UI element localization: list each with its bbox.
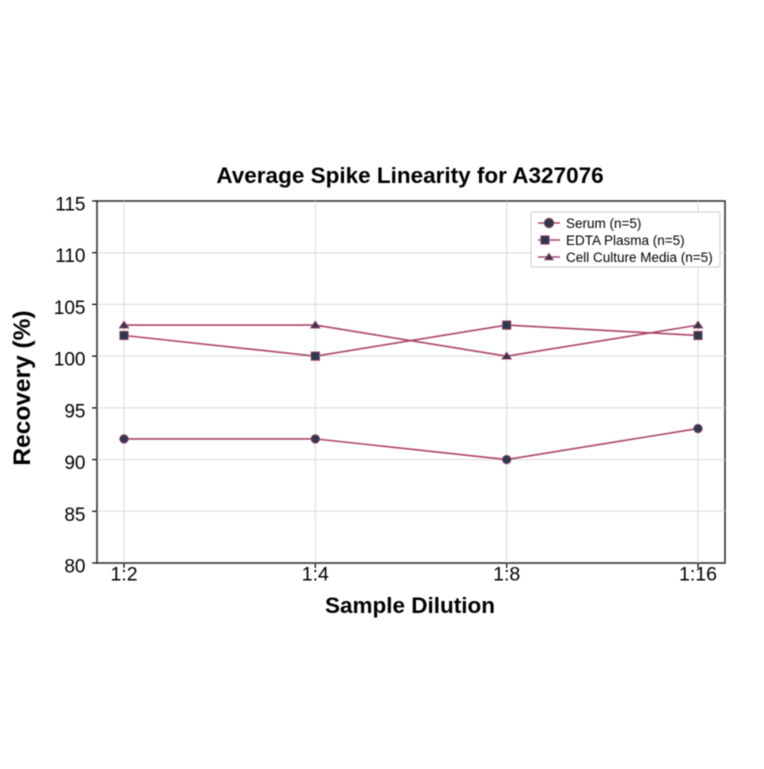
svg-text:Recovery (%): Recovery (%) bbox=[9, 310, 36, 465]
svg-text:Average Spike Linearity for A3: Average Spike Linearity for A327076 bbox=[216, 163, 603, 188]
svg-text:1:2: 1:2 bbox=[110, 564, 137, 586]
svg-text:95: 95 bbox=[64, 401, 85, 422]
svg-text:90: 90 bbox=[64, 453, 85, 474]
svg-text:115: 115 bbox=[55, 195, 85, 216]
svg-text:EDTA Plasma (n=5): EDTA Plasma (n=5) bbox=[566, 233, 685, 248]
svg-text:1:16: 1:16 bbox=[679, 564, 717, 586]
svg-text:1:8: 1:8 bbox=[493, 564, 520, 586]
svg-text:85: 85 bbox=[64, 505, 85, 526]
svg-text:110: 110 bbox=[55, 246, 85, 267]
svg-text:100: 100 bbox=[54, 350, 86, 371]
svg-text:105: 105 bbox=[54, 298, 86, 319]
svg-text:80: 80 bbox=[64, 557, 85, 578]
svg-text:Cell Culture Media (n=5): Cell Culture Media (n=5) bbox=[566, 250, 713, 265]
svg-text:1:4: 1:4 bbox=[302, 564, 329, 586]
svg-text:Sample Dilution: Sample Dilution bbox=[325, 593, 495, 618]
svg-text:Serum (n=5): Serum (n=5) bbox=[566, 216, 641, 231]
